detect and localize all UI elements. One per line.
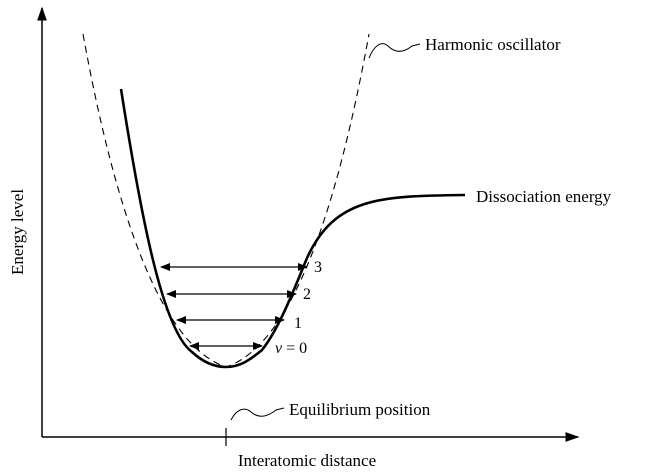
dissociation-energy-label: Dissociation energy <box>476 187 612 206</box>
level-3-label: 3 <box>314 259 322 276</box>
equilibrium-position-label: Equilibrium position <box>289 400 431 419</box>
harmonic-oscillator-curve <box>83 34 369 367</box>
level-0-label: v = 0 <box>275 340 307 357</box>
morse-potential-curve <box>121 89 465 367</box>
y-axis-label: Energy level <box>8 189 27 275</box>
harmonic-oscillator-label: Harmonic oscillator <box>425 35 561 54</box>
harmonic-leader <box>369 44 420 58</box>
level-2-label: 2 <box>303 286 311 303</box>
level-1-label: 1 <box>294 315 302 332</box>
x-axis-label: Interatomic distance <box>238 451 376 470</box>
equilibrium-leader <box>231 408 284 420</box>
